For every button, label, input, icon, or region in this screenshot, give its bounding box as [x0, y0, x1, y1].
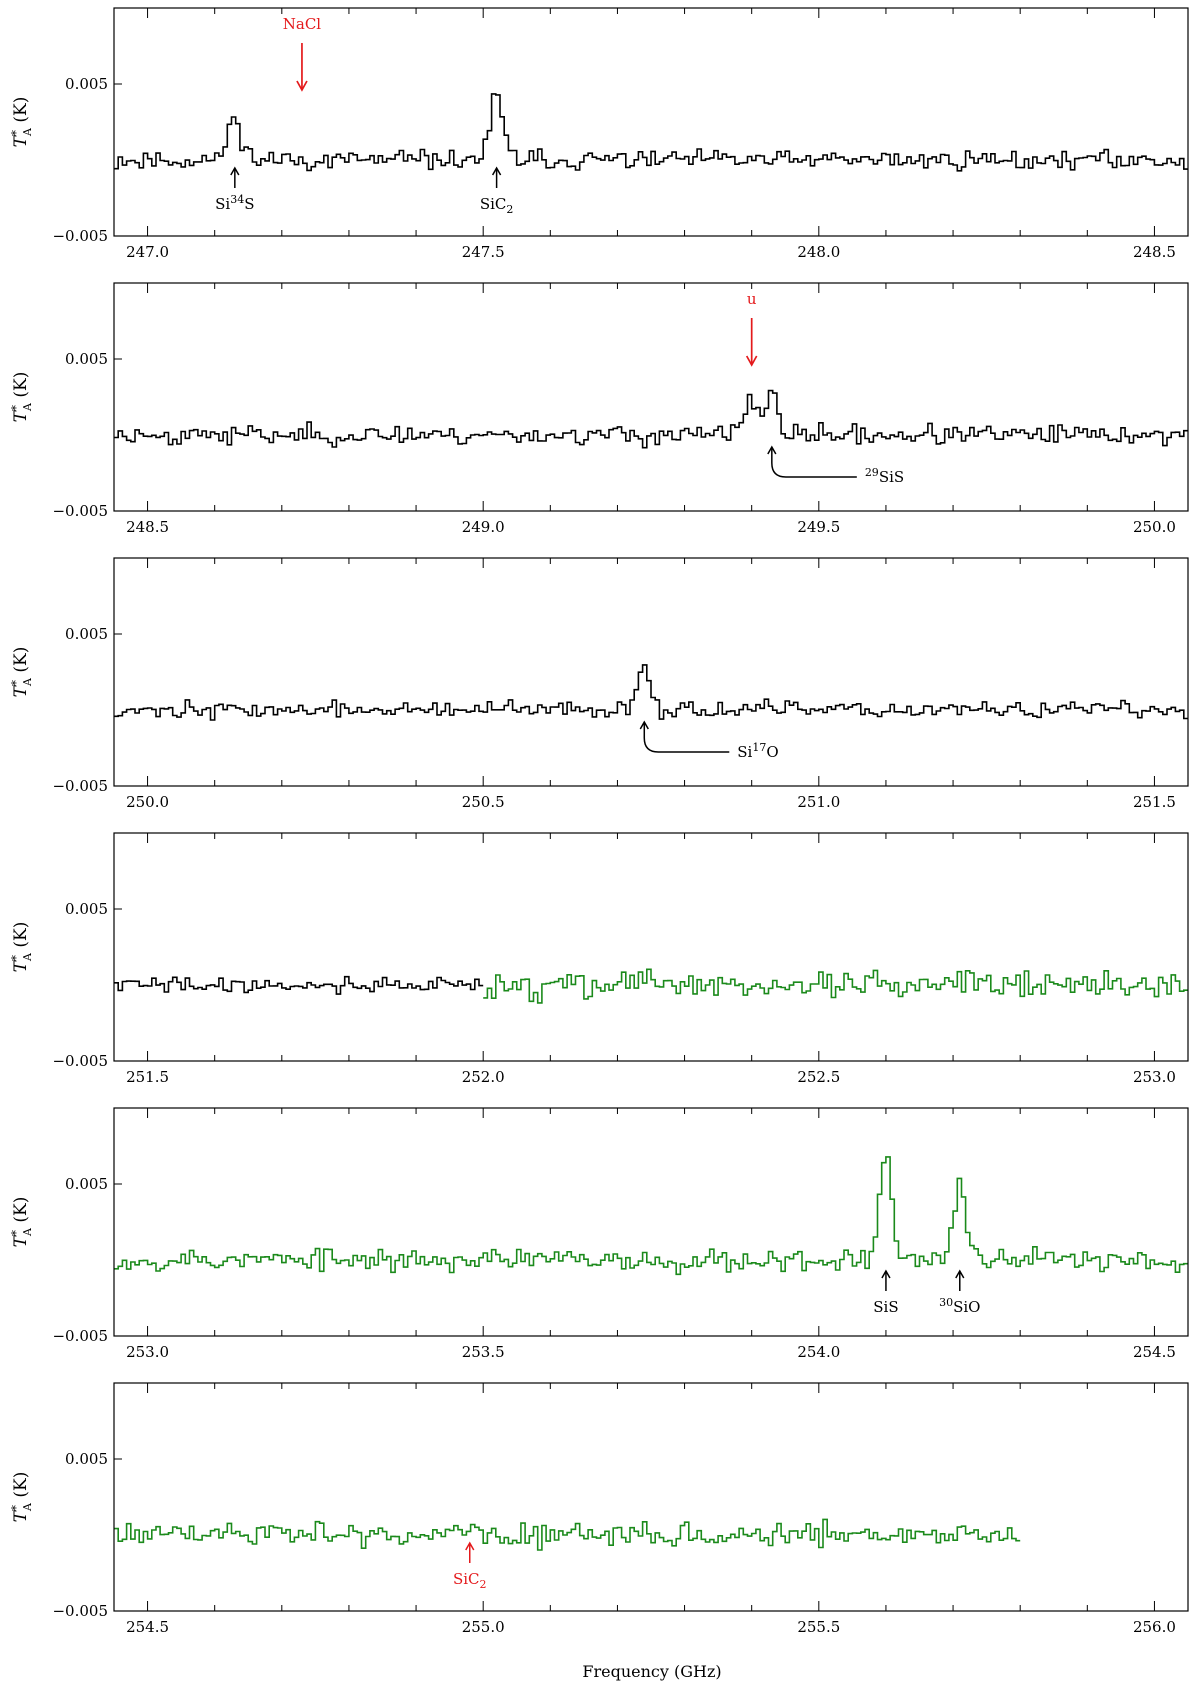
- y-tick-label: 0.005: [65, 350, 108, 368]
- x-tick-label: 250.0: [126, 793, 169, 811]
- spectrum-panel-3: 250.0 250.5 251.0 251.5 0.005 −0.005 T*A (K) Si…: [9, 557, 1189, 811]
- x-tick-label: 248.0: [797, 243, 840, 261]
- line-marker-si34s-arrowhead: [230, 166, 240, 176]
- line-marker-nacl-label: NaCl: [283, 15, 322, 33]
- spectrum-panel-1: 247.0 247.5 248.0 248.5 0.005 −0.005 T*A (K) Si…: [9, 7, 1189, 261]
- spectrum-trace-1: [114, 1156, 1188, 1276]
- panel-frame: [113, 832, 1189, 1062]
- x-tick-label: 251.5: [1133, 793, 1176, 811]
- line-marker-sis-arrowhead: [881, 1269, 891, 1279]
- x-tick-label: 254.0: [797, 1343, 840, 1361]
- x-tick-label: 250.5: [462, 793, 505, 811]
- spectrum-panel-4: 251.5 252.0 252.5 253.0 0.005 −0.005 T*A (K): [9, 832, 1189, 1086]
- line-marker-sic2-arrowhead: [465, 1541, 475, 1551]
- spectrum-trace-1: [114, 389, 1188, 449]
- line-marker-sic2-label: SiC2: [453, 1570, 487, 1591]
- line-marker-u-arrowhead: [745, 355, 758, 367]
- line-marker-si17o-label: Si17O: [737, 741, 778, 761]
- y-axis-label: T*A (K): [9, 1472, 34, 1523]
- x-tick-label: 248.5: [1133, 243, 1176, 261]
- panel-frame: [113, 7, 1189, 237]
- line-marker-sic2-label: SiC2: [480, 195, 514, 216]
- spectrum-trace-1: [114, 93, 1188, 172]
- line-marker-si34s-label: Si34S: [215, 193, 254, 213]
- line-marker-u-label: u: [747, 290, 757, 308]
- x-tick-label: 249.0: [462, 518, 505, 536]
- x-tick-label: 253.5: [462, 1343, 505, 1361]
- y-axis-label: T*A (K): [9, 922, 34, 973]
- x-tick-label: 251.0: [797, 793, 840, 811]
- y-tick-label: −0.005: [52, 1602, 108, 1620]
- x-tick-label: 254.5: [126, 1618, 169, 1636]
- line-marker-29sis-label: 29SiS: [865, 466, 904, 486]
- x-tick-label: 251.5: [126, 1068, 169, 1086]
- y-tick-label: 0.005: [65, 1450, 108, 1468]
- x-tick-label: 248.5: [126, 518, 169, 536]
- spectrum-trace-2: [483, 968, 1188, 1004]
- panel-frame: [113, 1107, 1189, 1337]
- x-tick-label: 249.5: [797, 518, 840, 536]
- y-tick-label: −0.005: [52, 1327, 108, 1345]
- y-tick-label: 0.005: [65, 1175, 108, 1193]
- y-axis-label: T*A (K): [9, 97, 34, 148]
- x-tick-label: 253.0: [1133, 1068, 1176, 1086]
- line-marker-29sis-arrowhead: [767, 445, 777, 455]
- x-tick-label: 255.5: [797, 1618, 840, 1636]
- x-tick-label: 250.0: [1133, 518, 1176, 536]
- y-tick-label: −0.005: [52, 502, 108, 520]
- line-marker-si17o-arrow: [643, 722, 730, 753]
- spectrum-panel-5: 253.0 253.5 254.0 254.5 0.005 −0.005 T*A (K) Si…: [9, 1107, 1189, 1361]
- panel-frame: [113, 557, 1189, 787]
- spectrum-trace-1: [114, 664, 1188, 721]
- panel-frame: [113, 1382, 1189, 1612]
- y-tick-label: −0.005: [52, 777, 108, 795]
- y-tick-label: 0.005: [65, 625, 108, 643]
- x-tick-label: 256.0: [1133, 1618, 1176, 1636]
- spectrum-panel-2: 248.5 249.0 249.5 250.0 0.005 −0.005 T*A (K) u 2…: [9, 282, 1189, 536]
- x-tick-label: 255.0: [462, 1618, 505, 1636]
- x-tick-label: 252.5: [797, 1068, 840, 1086]
- x-tick-label: 252.0: [462, 1068, 505, 1086]
- y-tick-label: −0.005: [52, 1052, 108, 1070]
- y-tick-label: 0.005: [65, 75, 108, 93]
- line-marker-nacl-arrowhead: [296, 80, 308, 92]
- line-marker-30sio-label: 30SiO: [939, 1296, 980, 1316]
- x-tick-label: 253.0: [126, 1343, 169, 1361]
- y-axis-label: T*A (K): [9, 647, 34, 698]
- x-tick-label: 247.0: [126, 243, 169, 261]
- y-tick-label: −0.005: [52, 227, 108, 245]
- panel-frame: [113, 282, 1189, 512]
- line-marker-29sis-arrow: [771, 447, 857, 478]
- spectrum-trace-1: [114, 1518, 1021, 1551]
- line-marker-sic2-arrowhead: [491, 166, 502, 176]
- y-axis-label: T*A (K): [9, 1197, 34, 1248]
- spectrum-trace-1: [114, 975, 484, 995]
- line-marker-si17o-arrowhead: [639, 720, 649, 730]
- line-marker-30sio-arrowhead: [955, 1269, 965, 1279]
- x-tick-label: 247.5: [462, 243, 505, 261]
- y-tick-label: 0.005: [65, 900, 108, 918]
- x-axis-label: Frequency (GHz): [582, 1662, 721, 1681]
- y-axis-label: T*A (K): [9, 372, 34, 423]
- spectrum-panel-6: 254.5 255.0 255.5 256.0 0.005 −0.005 T*A (K) Si…: [9, 1382, 1189, 1636]
- x-tick-label: 254.5: [1133, 1343, 1176, 1361]
- line-marker-sis-label: SiS: [873, 1298, 898, 1316]
